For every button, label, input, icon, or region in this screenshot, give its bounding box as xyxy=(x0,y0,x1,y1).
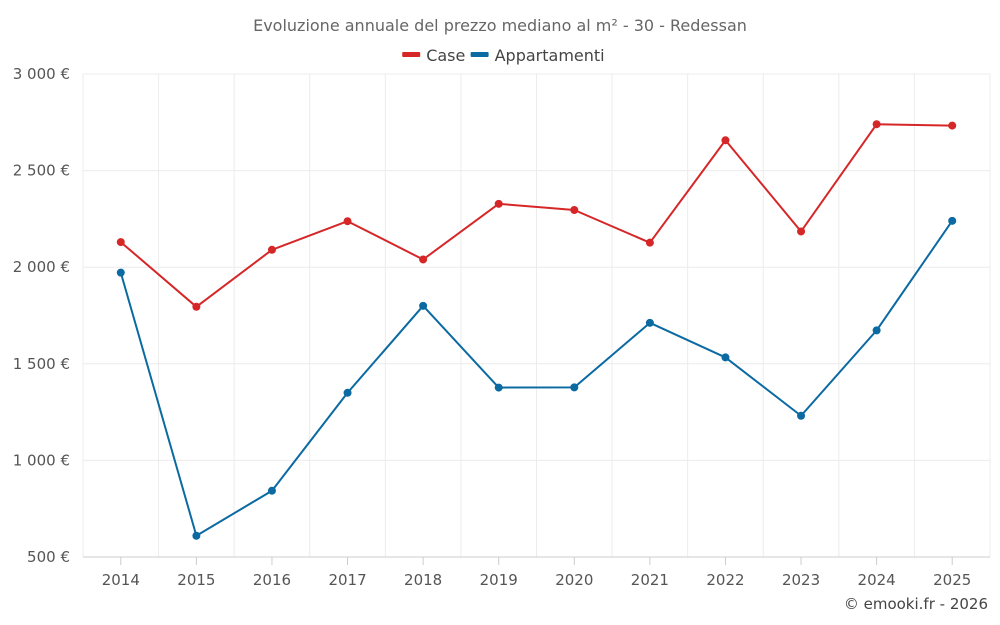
x-tick-label: 2018 xyxy=(404,571,442,589)
x-tick-label: 2015 xyxy=(177,571,215,589)
data-point-case[interactable] xyxy=(948,121,957,130)
axes: 500 € 1 000 € 1 500 € 2 000 € 2 500 € 3 000 €… xyxy=(13,65,990,589)
data-point-case[interactable] xyxy=(645,238,654,247)
data-point-appartamenti[interactable] xyxy=(645,318,654,327)
x-tick-label: 2017 xyxy=(328,571,366,589)
series-case xyxy=(116,120,957,311)
data-point-appartamenti[interactable] xyxy=(267,486,276,495)
legend-item-case[interactable]: Case xyxy=(402,46,465,65)
data-point-case[interactable] xyxy=(494,199,503,208)
data-point-case[interactable] xyxy=(419,255,428,264)
legend-swatch xyxy=(402,52,421,57)
data-point-case[interactable] xyxy=(721,136,730,145)
data-point-appartamenti[interactable] xyxy=(872,326,881,335)
data-point-case[interactable] xyxy=(570,206,579,215)
data-point-appartamenti[interactable] xyxy=(797,411,806,420)
y-tick-label: 2 000 € xyxy=(13,258,70,276)
x-tick-label: 2022 xyxy=(706,571,744,589)
x-tick-label: 2014 xyxy=(102,571,140,589)
chart-title: Evoluzione annuale del prezzo mediano al… xyxy=(253,16,747,35)
credit-text: © emooki.fr - 2026 xyxy=(844,595,988,613)
series-line-case xyxy=(120,123,953,308)
data-point-appartamenti[interactable] xyxy=(948,216,957,225)
data-point-appartamenti[interactable] xyxy=(494,383,503,392)
data-point-appartamenti[interactable] xyxy=(116,268,125,277)
data-point-case[interactable] xyxy=(797,227,806,236)
data-point-appartamenti[interactable] xyxy=(192,531,201,540)
legend-label: Case xyxy=(426,46,465,65)
x-tick-label: 2024 xyxy=(858,571,896,589)
legend-item-appartamenti[interactable]: Appartamenti xyxy=(470,46,605,65)
y-tick-label: 1 000 € xyxy=(13,451,70,469)
data-point-appartamenti[interactable] xyxy=(343,388,352,397)
y-tick-label: 500 € xyxy=(27,548,70,566)
x-tick-label: 2019 xyxy=(480,571,518,589)
series-line-appartamenti xyxy=(119,220,954,537)
legend-label: Appartamenti xyxy=(495,46,605,65)
series-appartamenti xyxy=(116,216,957,540)
x-tick-label: 2023 xyxy=(782,571,820,589)
y-tick-label: 2 500 € xyxy=(13,162,70,180)
y-tick-label: 3 000 € xyxy=(13,65,70,83)
data-point-appartamenti[interactable] xyxy=(570,383,579,392)
series-layer xyxy=(116,120,957,540)
data-point-case[interactable] xyxy=(267,245,276,254)
x-tick-label: 2020 xyxy=(555,571,593,589)
y-tick-label: 1 500 € xyxy=(13,355,70,373)
data-point-case[interactable] xyxy=(343,217,352,226)
data-point-appartamenti[interactable] xyxy=(419,301,428,310)
grid xyxy=(82,73,991,558)
data-point-case[interactable] xyxy=(192,302,201,311)
x-tick-label: 2025 xyxy=(933,571,971,589)
legend: Case Appartamenti xyxy=(402,46,605,65)
legend-swatch xyxy=(470,52,489,57)
x-tick-label: 2021 xyxy=(631,571,669,589)
data-point-case[interactable] xyxy=(116,238,125,247)
data-point-appartamenti[interactable] xyxy=(721,353,730,362)
x-tick-label: 2016 xyxy=(253,571,291,589)
data-point-case[interactable] xyxy=(872,120,881,129)
